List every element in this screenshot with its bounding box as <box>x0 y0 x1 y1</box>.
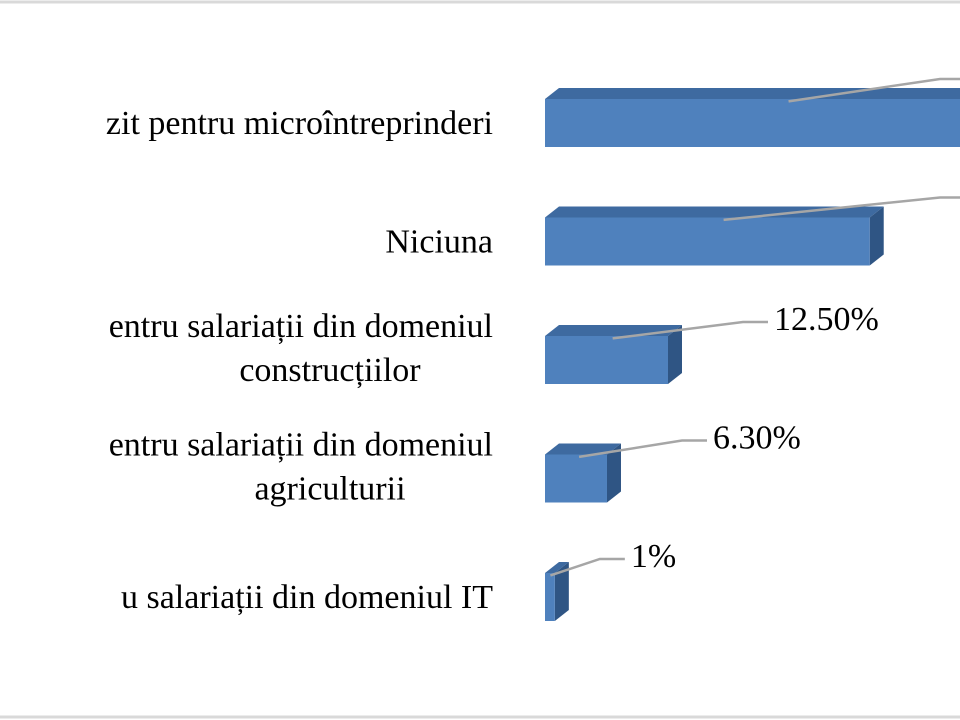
bar <box>545 562 569 621</box>
value-label: 6.30% <box>713 420 801 457</box>
bar-top <box>545 206 884 218</box>
bar <box>545 443 621 503</box>
bar-side <box>554 562 569 621</box>
leader-line <box>550 557 625 577</box>
category-label: Niciuna <box>385 224 493 261</box>
leader-line <box>578 439 707 459</box>
category-label: agriculturii <box>254 471 405 508</box>
bar-side <box>606 443 621 503</box>
bar-top <box>545 325 682 336</box>
bar-side <box>869 206 884 266</box>
bar-front <box>545 217 870 266</box>
value-label: 1% <box>631 538 676 575</box>
leader-line <box>788 77 960 103</box>
bar-front <box>545 336 668 384</box>
bar-top <box>545 562 569 573</box>
category-label: u salariații din domeniul IT <box>121 579 493 616</box>
bar-front <box>545 573 555 621</box>
category-label: construcțiilor <box>239 352 421 389</box>
bar <box>545 325 682 384</box>
bar <box>545 206 884 266</box>
leader-line <box>612 320 768 340</box>
bar-top <box>545 443 621 455</box>
category-label: zit pentru microîntreprinderi <box>106 105 493 142</box>
bar-front <box>545 99 960 147</box>
category-label: entru salariații din domeniul <box>109 427 493 464</box>
bar-top <box>545 88 960 99</box>
value-label: 12.50% <box>774 301 879 338</box>
bar <box>545 88 960 147</box>
leader-line <box>723 196 960 222</box>
bar-side <box>668 325 682 384</box>
category-label: entru salariații din domeniul <box>109 308 493 345</box>
bar-front <box>545 454 607 503</box>
